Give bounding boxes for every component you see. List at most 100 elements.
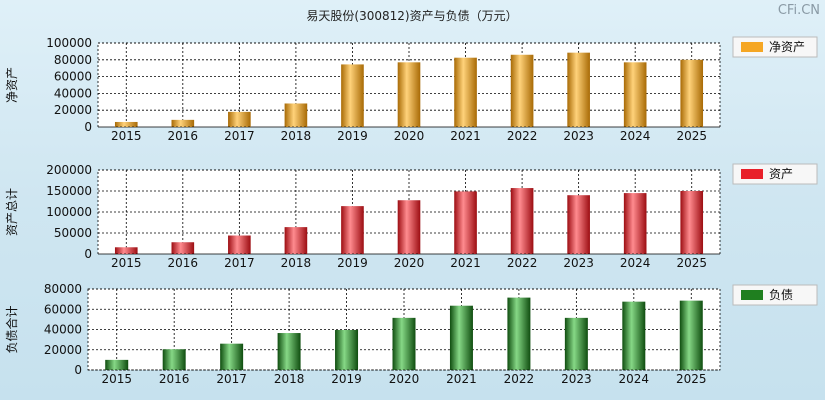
bar-2018	[277, 333, 301, 370]
x-tick-label: 2016	[159, 372, 190, 386]
x-tick-label: 2025	[676, 129, 707, 143]
legend-swatch	[741, 42, 763, 52]
x-tick-label: 2016	[168, 256, 199, 270]
x-tick-label: 2020	[394, 129, 425, 143]
x-tick-label: 2021	[450, 129, 481, 143]
x-tick-label: 2018	[281, 129, 312, 143]
y-tick-label: 100000	[46, 36, 92, 50]
plot-frame	[97, 169, 721, 255]
bar-2022	[507, 297, 531, 370]
legend: 负债	[732, 284, 818, 306]
bar-2015	[114, 121, 138, 127]
chart-title: 易天股份(300812)资产与负债（万元）	[306, 9, 517, 23]
x-tick-label: 2020	[389, 372, 420, 386]
legend-swatch	[741, 290, 763, 300]
x-tick-label: 2016	[168, 129, 199, 143]
bar-2019	[335, 330, 359, 370]
bar-2024	[623, 62, 647, 127]
x-tick-label: 2019	[337, 129, 368, 143]
x-tick-label: 2019	[331, 372, 362, 386]
bar-2020	[392, 317, 416, 370]
x-tick-label: 2017	[224, 129, 255, 143]
x-tick-label: 2019	[337, 256, 368, 270]
legend-label: 净资产	[769, 40, 805, 54]
chart-panel-1: 100000 80000 60000 40000 20000 0 2015 2016 2017 2…	[5, 36, 818, 143]
bar-2021	[449, 305, 473, 370]
bar-2016	[162, 349, 186, 370]
bar-2024	[622, 301, 646, 370]
y-tick-label: 60000	[44, 302, 82, 316]
x-tick-label: 2023	[561, 372, 592, 386]
x-tick-label: 2017	[216, 372, 247, 386]
y-tick-label: 60000	[54, 70, 92, 84]
y-axis-label: 资产总计	[5, 188, 19, 236]
bar-2017	[220, 343, 244, 370]
chart-panel-3: 80000 60000 40000 20000 0 2015 2016 2017 2018 201…	[4, 282, 818, 386]
bar-2020	[397, 200, 421, 254]
y-axis-label: 净资产	[5, 67, 19, 103]
y-tick-label: 40000	[44, 323, 82, 337]
y-tick-label: 150000	[46, 184, 92, 198]
x-tick-label: 2015	[101, 372, 132, 386]
bar-2023	[567, 195, 590, 254]
bar-2017	[228, 235, 251, 254]
y-tick-label: 0	[74, 363, 82, 377]
y-axis-label: 负债合计	[4, 305, 19, 353]
y-tick-label: 20000	[54, 103, 92, 117]
bar-2023	[567, 52, 590, 127]
legend-swatch	[741, 169, 763, 179]
y-tick-label: 0	[84, 120, 92, 134]
bar-2021	[454, 57, 477, 128]
bar-2019	[341, 206, 364, 254]
y-tick-label: 20000	[44, 343, 82, 357]
brand-watermark: CFi.CN	[778, 3, 820, 18]
plot-frame	[97, 42, 721, 128]
plot-frame	[87, 288, 721, 371]
bar-2016	[171, 119, 195, 127]
bar-2025	[679, 300, 703, 370]
bar-2017	[228, 111, 251, 127]
bar-2015	[114, 247, 138, 254]
x-tick-label: 2015	[111, 256, 142, 270]
y-tick-label: 40000	[54, 86, 92, 100]
x-tick-label: 2023	[563, 129, 594, 143]
bar-2015	[105, 359, 129, 370]
x-tick-label: 2022	[507, 256, 538, 270]
y-tick-label: 100000	[46, 205, 92, 219]
x-tick-label: 2018	[274, 372, 305, 386]
legend-label: 资产	[769, 167, 793, 181]
x-tick-label: 2017	[224, 256, 255, 270]
bar-2016	[171, 242, 195, 254]
bar-2021	[454, 191, 477, 254]
chart-panel-2: 200000 150000 100000 50000 0 2015 2016 2017 2018…	[5, 163, 818, 270]
y-tick-label: 0	[84, 247, 92, 261]
bar-2018	[284, 227, 308, 254]
bar-2022	[510, 188, 534, 254]
bar-2023	[564, 317, 588, 370]
x-tick-label: 2015	[111, 129, 142, 143]
x-tick-label: 2021	[450, 256, 481, 270]
x-tick-label: 2025	[676, 372, 707, 386]
x-tick-label: 2024	[619, 372, 650, 386]
x-tick-label: 2020	[394, 256, 425, 270]
x-tick-label: 2023	[563, 256, 594, 270]
x-tick-label: 2018	[281, 256, 312, 270]
y-tick-label: 50000	[54, 226, 92, 240]
bar-2018	[284, 103, 308, 127]
x-tick-label: 2025	[676, 256, 707, 270]
bar-2025	[680, 191, 704, 254]
bar-2022	[510, 54, 534, 128]
legend-label: 负债	[769, 288, 793, 302]
y-tick-label: 200000	[46, 163, 92, 177]
bar-2025	[680, 59, 704, 127]
y-tick-label: 80000	[44, 282, 82, 296]
bar-2020	[397, 62, 421, 127]
y-tick-label: 80000	[54, 53, 92, 67]
legend: 净资产	[732, 36, 818, 58]
x-tick-label: 2024	[620, 129, 651, 143]
bar-2024	[623, 193, 647, 254]
legend: 资产	[732, 163, 818, 185]
x-tick-label: 2021	[446, 372, 477, 386]
